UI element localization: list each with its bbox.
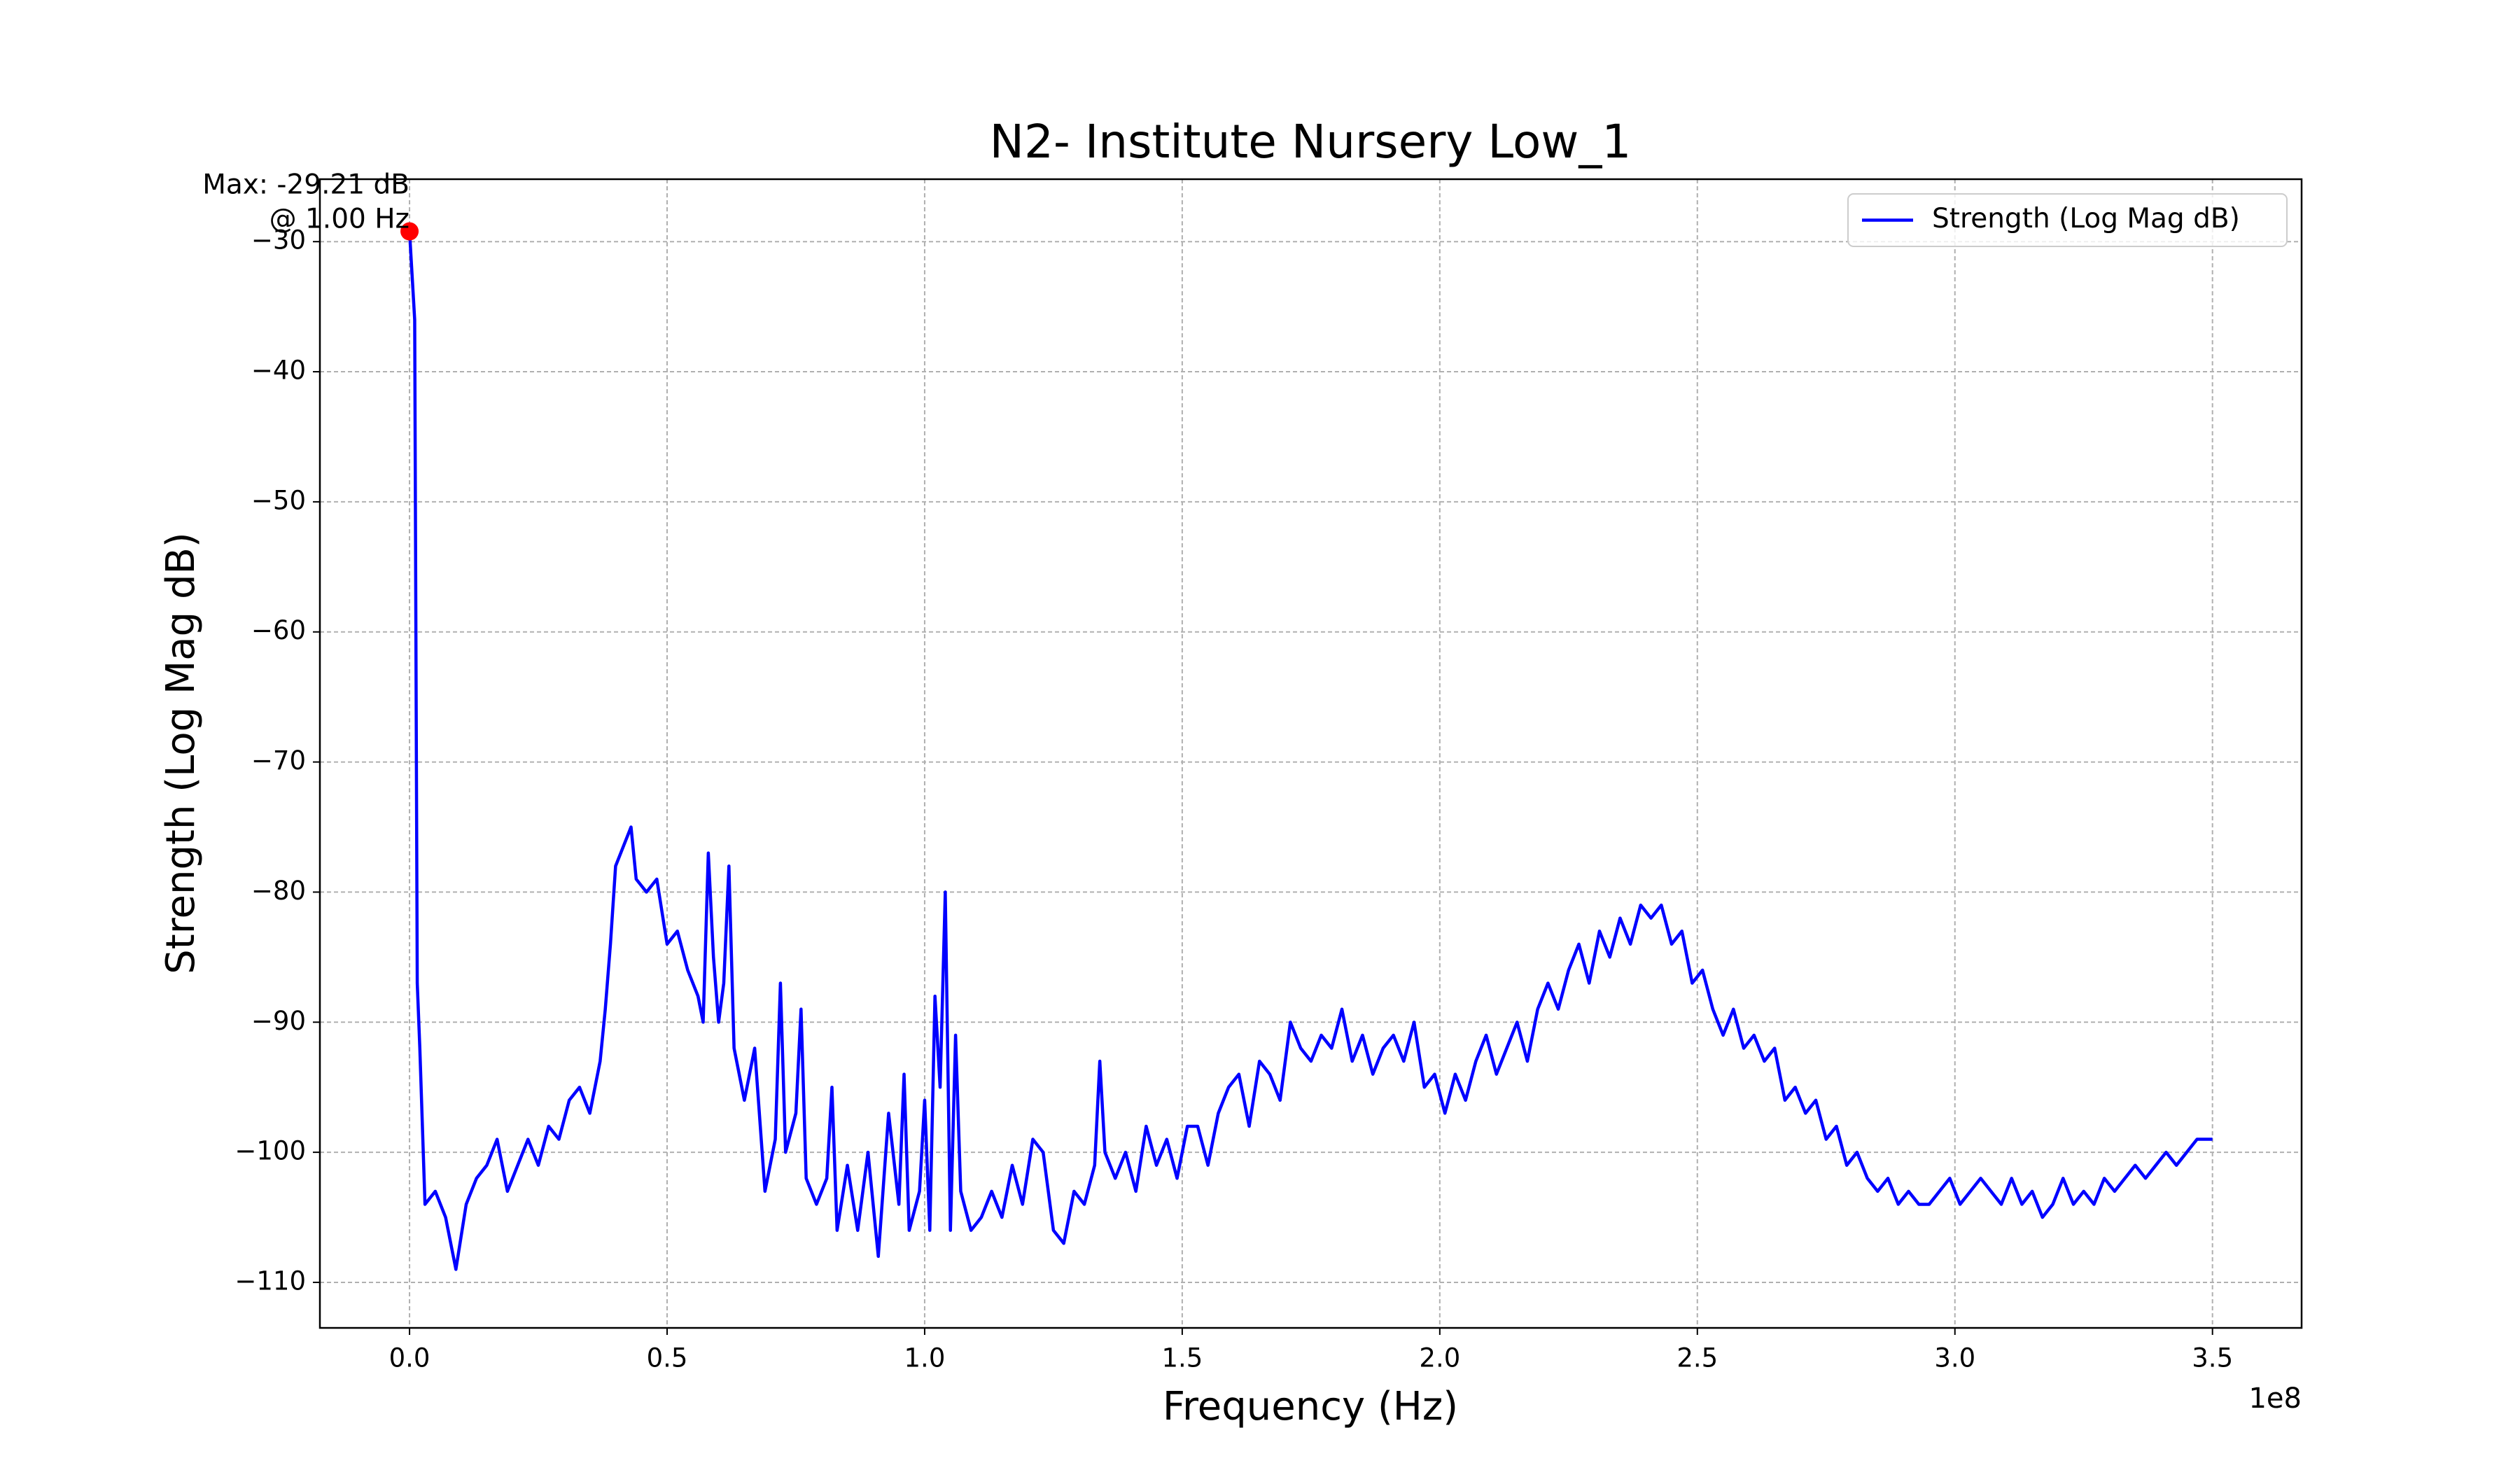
x-tick-label: 1.0 — [904, 1343, 946, 1373]
y-tick-label: −100 — [234, 1136, 306, 1166]
y-tick-label: −30 — [251, 225, 306, 255]
x-tick-label: 3.5 — [2192, 1343, 2233, 1373]
y-tick-label: −50 — [251, 485, 306, 515]
chart-title: N2- Institute Nursery Low_1 — [990, 115, 1632, 169]
x-tick-label: 0.5 — [647, 1343, 688, 1373]
x-tick-label: 2.5 — [1676, 1343, 1718, 1373]
legend-box — [1847, 193, 2288, 247]
legend-label: Strength (Log Mag dB) — [1932, 203, 2240, 234]
max-annotation: Max: -29.21 dB — [202, 169, 410, 201]
x-tick-label: 3.0 — [1934, 1343, 1975, 1373]
x-tick-label: 0.0 — [389, 1343, 430, 1373]
y-tick-label: −40 — [251, 356, 306, 386]
data-line — [407, 231, 2213, 1271]
x-axis-label: Frequency (Hz) — [1163, 1384, 1458, 1429]
max-annotation: @ 1.00 Hz — [270, 204, 410, 235]
plot-frame — [318, 178, 2303, 1329]
x-tick-label: 1.5 — [1161, 1343, 1203, 1373]
x-offset-label: 1e8 — [2248, 1382, 2302, 1415]
x-tick-label: 2.0 — [1419, 1343, 1460, 1373]
max-marker — [400, 222, 419, 241]
legend: Strength (Log Mag dB) — [1847, 193, 2288, 247]
y-tick-label: −110 — [234, 1266, 306, 1296]
y-tick-label: −90 — [251, 1006, 306, 1036]
y-tick-label: −80 — [251, 876, 306, 906]
y-tick-label: −60 — [251, 615, 306, 645]
y-axis-label: Strength (Log Mag dB) — [158, 532, 204, 974]
y-tick-label: −70 — [251, 746, 306, 776]
